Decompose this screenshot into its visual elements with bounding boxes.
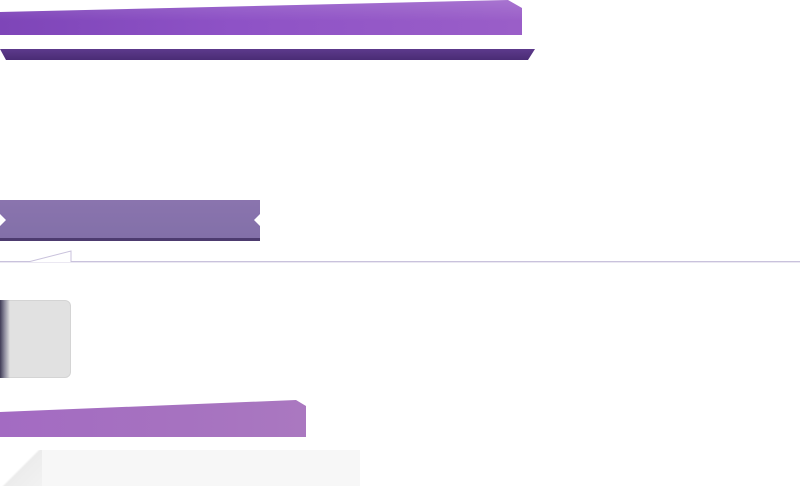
top-header-band (0, 49, 535, 60)
section-tab-shadow (0, 238, 260, 241)
lower-ribbon (0, 400, 306, 437)
gray-panel-box[interactable] (0, 300, 71, 378)
section-tab[interactable] (0, 200, 260, 240)
divider-line-with-tail (0, 250, 800, 262)
top-header-ribbon (0, 0, 522, 35)
bottom-panel (0, 450, 360, 486)
section-divider (0, 250, 800, 263)
gray-panel-edge-shadow (0, 300, 10, 378)
bottom-panel-fold (0, 450, 42, 486)
